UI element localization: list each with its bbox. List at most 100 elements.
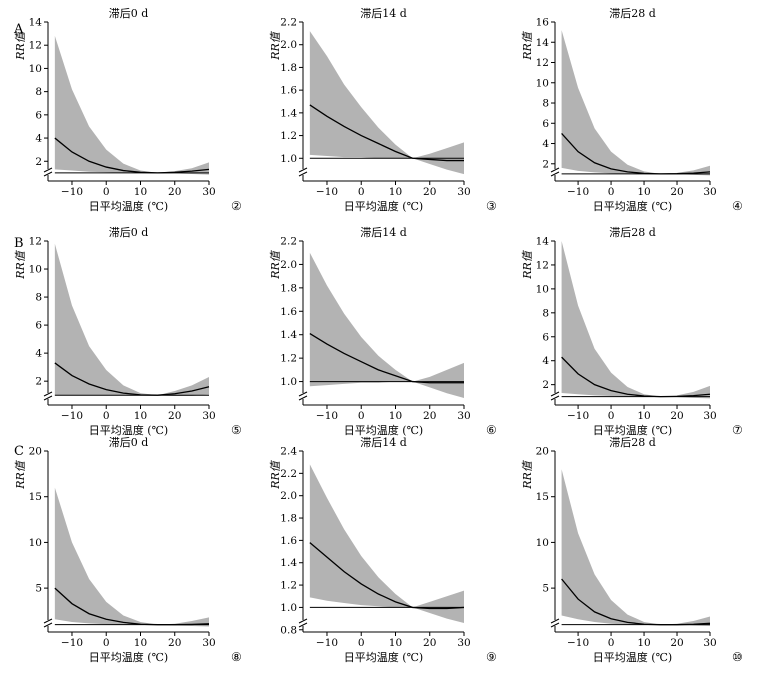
- x-tick-label: 30: [457, 637, 470, 649]
- y-tick-label: 1.0: [280, 376, 297, 388]
- x-tick-label: 0: [358, 637, 365, 649]
- y-axis-label: RR值: [269, 459, 282, 490]
- rr-estimate-line: [54, 587, 210, 626]
- y-tick-label: 10: [536, 283, 549, 295]
- panel-title: 滞后14 d: [360, 7, 407, 20]
- x-tick-label: 0: [608, 186, 615, 198]
- x-tick-label: 10: [134, 410, 147, 422]
- y-axis-label: RR值: [521, 30, 534, 61]
- x-tick-label: 20: [423, 186, 436, 198]
- ci-band: [561, 30, 710, 176]
- y-tick-label: 2.0: [280, 39, 297, 51]
- axis-break-mark: [43, 395, 53, 401]
- y-tick-label: 2: [35, 376, 42, 388]
- y-tick-label: 10: [29, 264, 42, 276]
- y-tick-label: 2.2: [280, 236, 297, 248]
- row-label-c: C: [14, 444, 24, 459]
- panel-title: 滞后14 d: [360, 436, 407, 449]
- chart-panel-4: 2 4 6 8 10 12 −10 0 10 20 30 滞后0 d 日平均温度 (℃) RR值 ⑤: [14, 226, 242, 437]
- ci-band: [561, 469, 710, 627]
- x-axis-label: 日平均温度 (℃): [89, 199, 168, 213]
- x-tick-label: −10: [316, 410, 338, 422]
- y-tick-label: 15: [29, 491, 42, 503]
- x-tick-label: 10: [134, 637, 147, 649]
- axis-break-mark: [550, 395, 560, 401]
- axis-break-mark: [43, 171, 53, 177]
- x-tick-label: 20: [670, 637, 683, 649]
- rr-estimate-line: [309, 542, 465, 610]
- y-tick-label: 8: [542, 307, 549, 319]
- panel-title: 滞后0 d: [109, 7, 149, 20]
- y-tick-label: 12: [29, 236, 42, 248]
- panel-number: ⑧: [231, 650, 242, 664]
- x-axis-label: 日平均温度 (℃): [89, 423, 168, 437]
- y-tick-label: 12: [536, 259, 549, 271]
- y-tick-label: 10: [536, 537, 549, 549]
- x-axis-label: 日平均温度 (℃): [593, 650, 672, 664]
- rr-estimate-line: [561, 356, 711, 398]
- panel-title: 滞后28 d: [609, 436, 656, 449]
- panel-number: ④: [732, 199, 743, 213]
- y-tick-label: 12: [29, 40, 42, 52]
- y-tick-label: 1.0: [280, 602, 297, 614]
- axis-break-mark: [43, 391, 53, 397]
- y-tick-label: 14: [29, 17, 43, 29]
- y-tick-label: 0.8: [280, 624, 297, 636]
- row-label-b: B: [14, 236, 24, 251]
- panel-number: ⑩: [732, 650, 743, 664]
- x-tick-label: −10: [567, 186, 589, 198]
- y-tick-label: 4: [35, 348, 42, 360]
- rr-estimate-line: [309, 104, 464, 162]
- x-axis-label: 日平均温度 (℃): [344, 650, 423, 664]
- y-tick-label: 5: [35, 583, 42, 595]
- y-tick-label: 12: [536, 57, 549, 69]
- x-tick-label: 30: [703, 186, 716, 198]
- x-tick-label: 0: [103, 410, 110, 422]
- x-tick-label: −10: [316, 637, 338, 649]
- x-axis-label: 日平均温度 (℃): [89, 650, 168, 664]
- y-tick-label: 4: [542, 355, 549, 367]
- y-axis-label: RR值: [521, 459, 534, 490]
- x-tick-label: −10: [61, 410, 83, 422]
- x-tick-label: 30: [703, 410, 716, 422]
- x-tick-label: 10: [637, 186, 650, 198]
- y-tick-label: 1.8: [280, 62, 297, 74]
- y-tick-label: 2.2: [280, 468, 297, 480]
- x-tick-label: 10: [389, 410, 402, 422]
- chart-panel-7: 5 10 15 20 −10 0 10 20 30 滞后0 d 日平均温度 (℃) RR值 ⑧: [14, 436, 242, 664]
- x-tick-label: 20: [168, 637, 181, 649]
- y-tick-label: 2.4: [280, 446, 297, 458]
- y-tick-label: 2.0: [280, 490, 297, 502]
- axis-break-mark: [550, 171, 560, 177]
- x-tick-label: 30: [202, 410, 215, 422]
- y-tick-label: 20: [29, 446, 42, 458]
- x-tick-label: 20: [423, 637, 436, 649]
- y-tick-label: 2: [542, 158, 549, 170]
- y-axis-label: RR值: [14, 249, 27, 280]
- ci-band: [309, 31, 464, 175]
- panel-title: 滞后28 d: [609, 7, 656, 20]
- x-tick-label: 20: [168, 186, 181, 198]
- x-tick-label: 0: [608, 410, 615, 422]
- y-tick-label: 2: [35, 156, 42, 168]
- axis-break-mark: [298, 171, 308, 177]
- ci-band: [561, 241, 710, 399]
- y-tick-label: 2.2: [280, 17, 297, 29]
- x-axis-label: 日平均温度 (℃): [593, 199, 672, 213]
- x-axis-label: 日平均温度 (℃): [344, 199, 423, 213]
- axis-break-mark: [298, 622, 308, 628]
- x-tick-label: 0: [358, 410, 365, 422]
- x-axis-label: 日平均温度 (℃): [593, 423, 672, 437]
- y-tick-label: 8: [35, 292, 42, 304]
- x-tick-label: 20: [670, 410, 683, 422]
- rr-estimate-line: [54, 362, 210, 396]
- y-tick-label: 16: [536, 17, 550, 29]
- x-tick-label: 10: [134, 186, 147, 198]
- row-label-a: A: [13, 22, 24, 37]
- y-tick-label: 1.2: [280, 130, 297, 142]
- rr-estimate-line: [561, 578, 711, 626]
- y-axis-label: RR值: [521, 249, 534, 280]
- y-tick-label: 15: [536, 491, 549, 503]
- y-tick-label: 14: [536, 37, 550, 49]
- rr-estimate-line: [561, 132, 711, 175]
